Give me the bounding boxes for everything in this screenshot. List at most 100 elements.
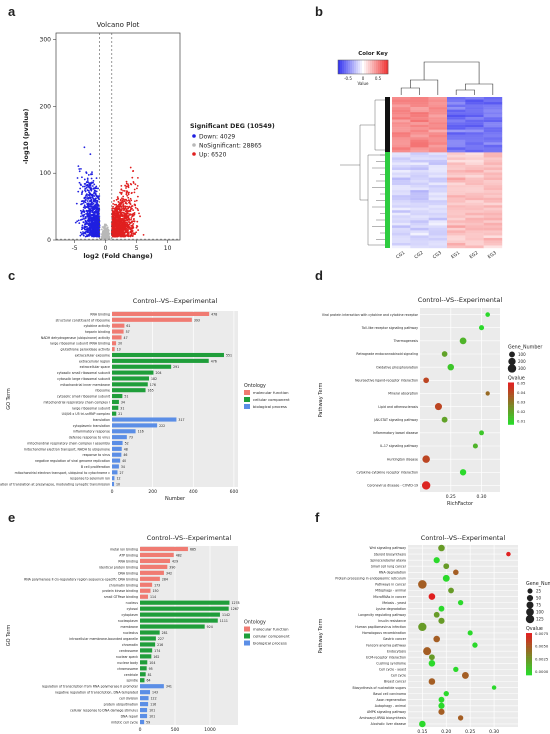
volcano-point-up xyxy=(132,223,135,225)
kegg-bubble-d-color-legend-cell xyxy=(508,403,514,406)
heatmap-cell xyxy=(483,232,503,236)
heatmap-cell xyxy=(428,159,448,163)
heatmap-cell xyxy=(465,192,484,196)
heatmap-cell xyxy=(410,227,429,231)
go-bar-c-bar xyxy=(112,423,158,428)
heatmap-key-value-label: Value xyxy=(358,81,370,86)
kegg-bubble-f-size-legend-label: 25 xyxy=(536,589,542,594)
heatmap-row-dendrogram-path xyxy=(340,99,387,246)
kegg-bubble-f-color-legend-cell xyxy=(526,672,532,676)
heatmap-cell xyxy=(428,205,448,208)
go-bar-c-data-label: 52 xyxy=(125,441,129,445)
volcano-point-down xyxy=(97,220,100,223)
kegg-bubble-f-category-label: Homologous recombination xyxy=(362,631,406,635)
heatmap-key-cell xyxy=(354,60,357,74)
go-bar-e-bar xyxy=(140,660,148,665)
heatmap-key-cell xyxy=(342,60,345,74)
go-bar-c-bar xyxy=(112,323,125,328)
heatmap-cell xyxy=(483,235,503,239)
volcano-point-down xyxy=(91,194,93,197)
go-bar-e-bar xyxy=(140,618,218,623)
heatmap-cell xyxy=(410,187,429,191)
volcano-point-down xyxy=(90,222,93,225)
go-bar-e-data-label: 150 xyxy=(153,589,159,593)
heatmap-cell xyxy=(483,230,503,234)
volcano-point-down xyxy=(88,208,91,210)
volcano-point-down xyxy=(97,225,99,228)
go-bar-e-category-label: intracellular membrane-bounded organelle xyxy=(69,637,138,641)
heatmap-cell xyxy=(483,210,503,213)
volcano-point-up xyxy=(113,211,116,214)
volcano-point-down xyxy=(80,233,83,236)
kegg-bubble-f-category-label: Wnt signaling pathway xyxy=(370,546,407,550)
heatmap-cell xyxy=(410,144,429,148)
volcano-point-up xyxy=(111,207,114,210)
go-bar-c-category-label: ribosome xyxy=(95,389,110,393)
kegg-bubble-f-size-legend-label: 125 xyxy=(536,617,544,622)
heatmap-cell xyxy=(483,117,503,120)
volcano-point-down xyxy=(84,198,87,201)
go-bar-c-bar xyxy=(112,317,192,322)
volcano-point-up xyxy=(133,200,136,203)
volcano-point-up xyxy=(115,232,118,235)
go-bar-c-data-label: 34 xyxy=(121,400,125,404)
volcano-point-up xyxy=(120,215,122,217)
volcano-legend-dot xyxy=(192,143,196,147)
go-bar-c-category-label: mitochondrial inner membrane xyxy=(60,383,110,387)
heatmap-cell xyxy=(483,195,503,198)
heatmap-cell xyxy=(428,210,448,213)
volcano-point-up xyxy=(132,214,135,217)
volcano-point-down xyxy=(96,214,99,217)
heatmap-cell xyxy=(447,187,466,191)
kegg-bubble-f-color-legend-cell xyxy=(526,670,532,674)
volcano-point-up xyxy=(136,176,139,179)
heatmap-cell xyxy=(428,144,448,148)
volcano-point-down xyxy=(87,218,90,220)
volcano-point-up xyxy=(124,234,127,237)
volcano-point-up xyxy=(112,211,115,214)
go-bar-c-category-label: large ribosomal subunit rRNA binding xyxy=(50,342,110,346)
heatmap-key-cell xyxy=(340,60,343,74)
heatmap-cell xyxy=(483,109,503,113)
go-bar-c-bar xyxy=(112,394,123,399)
go-bar-e-data-label: 81 xyxy=(148,673,152,677)
kegg-bubble-f-size-legend-label: 100 xyxy=(536,610,544,615)
heatmap-cell xyxy=(428,97,448,100)
heatmap-cell xyxy=(392,124,411,128)
heatmap-cell xyxy=(392,210,411,213)
volcano-point-up xyxy=(124,205,126,208)
go-bar-e-bar xyxy=(140,696,149,701)
heatmap-cell xyxy=(465,215,484,218)
volcano-point-up xyxy=(131,205,134,207)
heatmap-cell xyxy=(465,182,484,186)
volcano-point-up xyxy=(113,225,116,227)
heatmap-cell xyxy=(428,109,448,113)
volcano-point-up xyxy=(115,213,118,216)
heatmap-cell xyxy=(447,237,466,241)
volcano-point-up xyxy=(122,199,124,201)
heatmap-key-cell xyxy=(370,60,373,74)
heatmap-cell xyxy=(447,169,466,173)
volcano-point-down xyxy=(97,187,99,190)
kegg-bubble-f-color-legend-cell xyxy=(526,649,532,653)
heatmap-cell xyxy=(447,180,466,183)
volcano-point-up xyxy=(117,216,120,219)
go-bar-c-category-label: inflammatory response xyxy=(73,430,110,434)
heatmap-cell xyxy=(392,180,411,183)
heatmap-cell xyxy=(447,167,466,171)
volcano-legend-dot xyxy=(192,152,196,156)
volcano-point-down xyxy=(90,201,93,203)
kegg-bubble-f-point xyxy=(443,563,450,570)
heatmap-cell xyxy=(410,245,429,249)
go-bar-e-title: Control--VS--Experimental xyxy=(147,534,232,542)
heatmap-cell xyxy=(410,107,429,110)
heatmap-cell xyxy=(483,192,503,196)
heatmap-cell xyxy=(447,232,466,236)
heatmap-cell xyxy=(447,152,466,156)
go-bar-e-bar xyxy=(140,636,156,641)
kegg-bubble-f-point xyxy=(448,587,454,594)
go-bar-e-category-label: small GTPase binding xyxy=(104,595,138,599)
go-bar-e-bar xyxy=(140,564,168,569)
heatmap-cell xyxy=(465,102,484,105)
